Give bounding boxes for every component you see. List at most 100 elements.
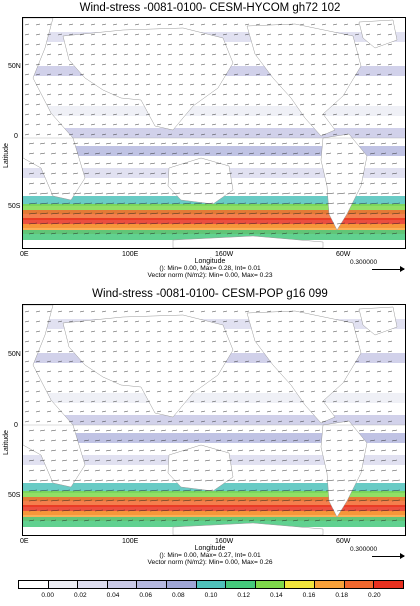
wind-vector	[167, 320, 173, 323]
wind-vector	[215, 222, 225, 225]
wind-vector	[347, 489, 357, 492]
wind-vector	[167, 360, 173, 363]
wind-vector	[314, 172, 321, 175]
wind-vector	[189, 320, 195, 323]
wind-vector	[105, 162, 112, 165]
wind-vector	[354, 390, 360, 393]
wind-vector	[178, 93, 184, 96]
wind-vector	[101, 73, 107, 76]
wind-vector	[83, 212, 93, 215]
wind-vector	[116, 519, 123, 522]
wind-vector	[358, 152, 365, 155]
wind-vector	[270, 499, 280, 502]
wind-vector	[160, 202, 170, 205]
wind-vector	[343, 370, 349, 373]
wind-vector	[101, 93, 107, 96]
wind-vector	[28, 232, 35, 235]
wind-vector	[336, 459, 343, 462]
wind-vector	[354, 380, 360, 383]
wind-vector	[244, 310, 250, 313]
wind-vector	[193, 469, 200, 472]
wind-vector	[68, 133, 74, 136]
wind-vector	[171, 489, 181, 492]
wind-vector	[145, 310, 151, 313]
wind-vector	[178, 390, 184, 393]
wind-vector	[138, 202, 148, 205]
wind-vector	[50, 499, 60, 502]
wind-vector	[72, 429, 79, 432]
wind-vector	[156, 330, 162, 333]
wind-vector	[189, 350, 195, 353]
wind-vector	[90, 53, 96, 56]
wind-vector	[90, 63, 96, 66]
wind-vector	[237, 509, 247, 512]
wind-vector	[134, 93, 140, 96]
y-axis-label: Latitude	[3, 430, 10, 455]
wind-vector	[292, 212, 302, 215]
wind-vector	[28, 152, 35, 155]
wind-vector	[391, 499, 401, 502]
wind-vector	[387, 93, 393, 96]
wind-vector	[215, 232, 222, 235]
stats-line-1: (): Min= 0.00, Max= 0.27, Int= 0.01	[159, 552, 261, 559]
wind-vector	[28, 439, 35, 442]
wind-vector	[314, 519, 321, 522]
wind-vector	[61, 162, 68, 165]
wind-vector	[24, 410, 30, 413]
wind-vector	[178, 360, 184, 363]
wind-vector	[387, 113, 393, 116]
wind-vector	[193, 439, 200, 442]
wind-vector	[365, 410, 371, 413]
wind-vector	[160, 429, 167, 432]
wind-vector	[233, 103, 239, 106]
wind-vector	[376, 123, 382, 126]
wind-vector	[343, 350, 349, 353]
wind-vector	[90, 93, 96, 96]
wind-vector	[277, 23, 283, 26]
wind-vector	[325, 172, 332, 175]
wind-vector	[391, 222, 401, 225]
wind-vector	[343, 390, 349, 393]
y-tick-50s: 50S	[8, 203, 21, 210]
wind-vector	[28, 449, 35, 452]
wind-vector	[211, 33, 217, 36]
wind-vector	[248, 509, 258, 512]
wind-vector	[222, 370, 228, 373]
wind-vector	[259, 162, 266, 165]
wind-vector	[255, 350, 261, 353]
wind-vector	[57, 400, 63, 403]
wind-vector	[281, 449, 288, 452]
wind-vector	[156, 350, 162, 353]
wind-vector	[149, 182, 156, 185]
wind-vector	[237, 212, 247, 215]
wind-vector	[248, 232, 255, 235]
wind-vector	[299, 73, 305, 76]
wind-vector	[303, 182, 310, 185]
wind-vector	[28, 519, 35, 522]
wind-vector	[211, 23, 217, 26]
wind-vector	[46, 390, 52, 393]
wind-vector	[79, 370, 85, 373]
colorbar-bin	[344, 581, 375, 588]
wind-vector	[39, 152, 46, 155]
landmass	[172, 522, 324, 535]
wind-vector	[105, 222, 115, 225]
wind-vector	[310, 410, 316, 413]
wind-vector	[277, 310, 283, 313]
wind-vector	[332, 420, 338, 423]
wind-vector	[127, 509, 137, 512]
wind-vector	[116, 202, 126, 205]
wind-vector	[57, 350, 63, 353]
wind-vector	[68, 63, 74, 66]
wind-vector	[358, 459, 365, 462]
wind-vector	[160, 489, 170, 492]
wind-vector	[325, 202, 335, 205]
colorbar-tick-label: 0.00	[41, 592, 55, 599]
wind-vector	[354, 133, 360, 136]
wind-vector	[90, 83, 96, 86]
wind-vector	[61, 152, 68, 155]
wind-vector	[68, 73, 74, 76]
wind-vector	[281, 182, 288, 185]
wind-vector	[127, 232, 134, 235]
wind-vector	[391, 429, 398, 432]
